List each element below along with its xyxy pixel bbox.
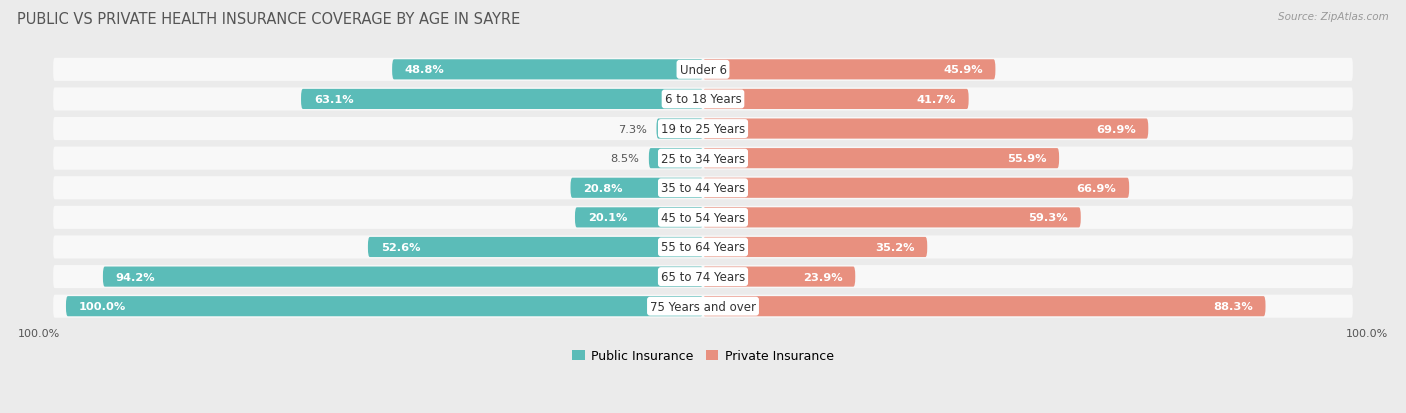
Text: 88.3%: 88.3%	[1213, 301, 1253, 311]
FancyBboxPatch shape	[703, 297, 1265, 316]
Text: 25 to 34 Years: 25 to 34 Years	[661, 152, 745, 165]
Text: Source: ZipAtlas.com: Source: ZipAtlas.com	[1278, 12, 1389, 22]
FancyBboxPatch shape	[703, 237, 927, 257]
Text: Under 6: Under 6	[679, 64, 727, 77]
FancyBboxPatch shape	[53, 118, 1353, 141]
Text: 20.8%: 20.8%	[583, 183, 623, 193]
FancyBboxPatch shape	[53, 266, 1353, 288]
Text: 55 to 64 Years: 55 to 64 Years	[661, 241, 745, 254]
Text: 75 Years and over: 75 Years and over	[650, 300, 756, 313]
Text: 19 to 25 Years: 19 to 25 Years	[661, 123, 745, 136]
Text: 66.9%: 66.9%	[1077, 183, 1116, 193]
FancyBboxPatch shape	[703, 119, 1149, 139]
Text: 23.9%: 23.9%	[803, 272, 842, 282]
Text: 45.9%: 45.9%	[943, 65, 983, 75]
FancyBboxPatch shape	[703, 90, 969, 110]
FancyBboxPatch shape	[53, 177, 1353, 200]
Text: 69.9%: 69.9%	[1095, 124, 1136, 134]
Text: 8.5%: 8.5%	[610, 154, 640, 164]
FancyBboxPatch shape	[53, 206, 1353, 229]
FancyBboxPatch shape	[368, 237, 703, 257]
FancyBboxPatch shape	[53, 88, 1353, 111]
FancyBboxPatch shape	[103, 267, 703, 287]
Text: 35 to 44 Years: 35 to 44 Years	[661, 182, 745, 195]
Text: 48.8%: 48.8%	[405, 65, 444, 75]
FancyBboxPatch shape	[703, 149, 1059, 169]
Text: 41.7%: 41.7%	[917, 95, 956, 104]
FancyBboxPatch shape	[53, 236, 1353, 259]
FancyBboxPatch shape	[657, 119, 703, 139]
FancyBboxPatch shape	[53, 59, 1353, 82]
FancyBboxPatch shape	[703, 208, 1081, 228]
FancyBboxPatch shape	[301, 90, 703, 110]
Text: 65 to 74 Years: 65 to 74 Years	[661, 271, 745, 283]
FancyBboxPatch shape	[575, 208, 703, 228]
Text: 52.6%: 52.6%	[381, 242, 420, 252]
Text: 94.2%: 94.2%	[115, 272, 155, 282]
Text: 59.3%: 59.3%	[1028, 213, 1069, 223]
Text: 100.0%: 100.0%	[1346, 329, 1388, 339]
Text: 100.0%: 100.0%	[79, 301, 127, 311]
FancyBboxPatch shape	[571, 178, 703, 198]
Legend: Public Insurance, Private Insurance: Public Insurance, Private Insurance	[567, 344, 839, 367]
Text: 100.0%: 100.0%	[18, 329, 60, 339]
Text: PUBLIC VS PRIVATE HEALTH INSURANCE COVERAGE BY AGE IN SAYRE: PUBLIC VS PRIVATE HEALTH INSURANCE COVER…	[17, 12, 520, 27]
Text: 63.1%: 63.1%	[314, 95, 353, 104]
FancyBboxPatch shape	[703, 178, 1129, 198]
FancyBboxPatch shape	[53, 147, 1353, 170]
FancyBboxPatch shape	[53, 295, 1353, 318]
Text: 6 to 18 Years: 6 to 18 Years	[665, 93, 741, 106]
FancyBboxPatch shape	[648, 149, 703, 169]
Text: 45 to 54 Years: 45 to 54 Years	[661, 211, 745, 224]
FancyBboxPatch shape	[392, 60, 703, 80]
Text: 7.3%: 7.3%	[619, 124, 647, 134]
FancyBboxPatch shape	[703, 267, 855, 287]
FancyBboxPatch shape	[66, 297, 703, 316]
Text: 55.9%: 55.9%	[1007, 154, 1046, 164]
Text: 35.2%: 35.2%	[875, 242, 914, 252]
FancyBboxPatch shape	[703, 60, 995, 80]
Text: 20.1%: 20.1%	[588, 213, 627, 223]
